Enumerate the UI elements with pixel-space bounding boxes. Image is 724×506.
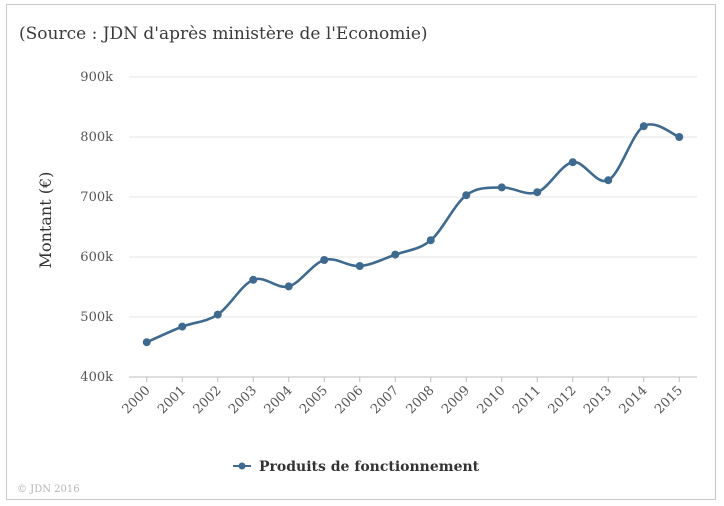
data-point-2004 bbox=[284, 282, 293, 291]
x-tick-label: 2008 bbox=[404, 383, 438, 417]
y-tick-label: 600k bbox=[80, 250, 113, 265]
data-point-2010 bbox=[497, 183, 506, 192]
x-tick-label: 2007 bbox=[368, 383, 402, 417]
y-tick-label: 400k bbox=[80, 370, 113, 385]
x-tick-label: 2006 bbox=[333, 383, 367, 417]
data-point-2001 bbox=[178, 322, 187, 331]
data-point-2015 bbox=[675, 133, 684, 141]
data-point-2011 bbox=[533, 188, 542, 197]
credit-note: © JDN 2016 bbox=[17, 484, 80, 495]
x-tick-label: 2012 bbox=[546, 383, 580, 417]
data-point-2007 bbox=[391, 250, 400, 259]
x-tick-label: 2002 bbox=[191, 383, 225, 417]
data-point-2014 bbox=[639, 122, 648, 131]
legend-marker-swatch bbox=[238, 462, 246, 470]
data-point-2006 bbox=[355, 262, 364, 270]
x-tick-label: 2010 bbox=[475, 383, 509, 417]
y-axis-title: Montant (€) bbox=[36, 172, 55, 269]
line-chart: (Source : JDN d'après ministère de l'Eco… bbox=[17, 24, 697, 495]
x-tick-label: 2014 bbox=[617, 383, 651, 417]
x-tick-label: 2000 bbox=[120, 383, 154, 417]
x-tick-label: 2004 bbox=[262, 383, 296, 417]
series-line-path bbox=[146, 123, 680, 344]
y-tick-label: 800k bbox=[80, 130, 113, 145]
data-point-2008 bbox=[426, 236, 435, 245]
data-point-2003 bbox=[249, 275, 258, 284]
x-tick-label: 2009 bbox=[439, 383, 473, 417]
x-axis-ticks: 2000 2001 2002 2003 2004 2005 2006 2007 2008 2009… bbox=[120, 377, 686, 417]
data-point-2002 bbox=[213, 310, 222, 319]
chart-container: (Source : JDN d'après ministère de l'Eco… bbox=[6, 4, 716, 500]
source-note: (Source : JDN d'après ministère de l'Eco… bbox=[19, 24, 428, 44]
x-tick-label: 2013 bbox=[581, 383, 615, 417]
y-tick-label: 500k bbox=[80, 310, 113, 325]
legend: Produits de fonctionnement bbox=[233, 459, 480, 475]
x-tick-label: 2015 bbox=[652, 383, 686, 417]
legend-label: Produits de fonctionnement bbox=[259, 459, 480, 475]
y-tick-label: 700k bbox=[80, 190, 113, 205]
x-tick-label: 2003 bbox=[226, 383, 260, 417]
data-point-2013 bbox=[604, 176, 613, 185]
x-tick-label: 2005 bbox=[297, 383, 331, 417]
y-axis-ticks: 400k 500k 600k 700k 800k 900k bbox=[80, 70, 113, 385]
y-tick-label: 900k bbox=[80, 70, 113, 85]
data-point-2005 bbox=[320, 256, 329, 264]
series-line bbox=[142, 122, 684, 347]
x-tick-label: 2001 bbox=[155, 383, 189, 417]
data-point-2000 bbox=[142, 338, 151, 347]
data-point-2012 bbox=[568, 158, 577, 167]
x-tick-label: 2011 bbox=[510, 383, 544, 417]
gridlines bbox=[129, 76, 697, 318]
data-point-2009 bbox=[462, 191, 471, 200]
